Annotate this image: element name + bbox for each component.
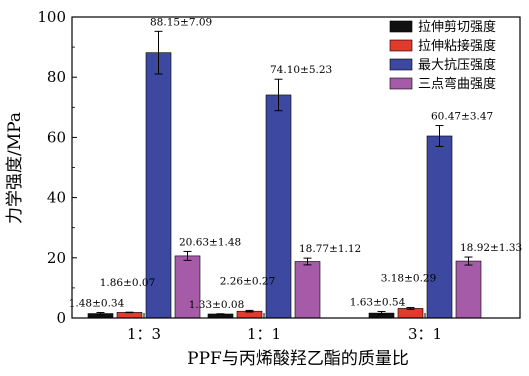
- legend-label: 最大抗压强度: [418, 57, 496, 73]
- y-tick-label: 40: [47, 189, 66, 207]
- bar: [426, 135, 453, 319]
- legend-label: 拉伸剪切强度: [418, 19, 496, 35]
- data-label: 18.77±1.12: [299, 243, 361, 255]
- x-axis-title: PPF与丙烯酸羟乙酯的质量比: [187, 349, 409, 369]
- data-label: 1.86±0.07: [100, 277, 156, 289]
- x-tick-label: 3：1: [408, 325, 442, 343]
- bar: [145, 52, 172, 319]
- data-label: 74.10±5.23: [270, 64, 332, 76]
- y-tick-label: 100: [37, 8, 66, 26]
- data-label: 1.48±0.34: [69, 298, 125, 310]
- data-labels-group: 1.48±0.34 1.33±0.08 1.63±0.54 1.86±0.07 2.26…: [69, 16, 523, 310]
- data-label: 60.47±3.47: [431, 111, 493, 123]
- legend-swatch: [389, 58, 413, 71]
- data-label: 20.63±1.48: [179, 236, 241, 248]
- legend-swatch: [389, 77, 413, 90]
- data-label: 88.15±7.09: [150, 16, 212, 28]
- legend-swatch: [389, 20, 413, 33]
- y-axis-title: 力学强度/MPa: [5, 112, 25, 224]
- bar: [294, 261, 321, 319]
- legend-label: 拉伸粘接强度: [418, 38, 496, 54]
- bars-group: [87, 30, 482, 319]
- x-tick-label: 1：1: [247, 325, 281, 343]
- bar: [116, 312, 143, 319]
- x-tick-label: 1：3: [127, 325, 161, 343]
- axes-group: 0 20 40 60 80 100 1：3 1：1 3：1: [37, 8, 521, 343]
- data-label: 1.33±0.08: [189, 299, 245, 311]
- bar: [455, 260, 482, 319]
- y-tick-label: 60: [47, 128, 66, 146]
- data-label: 1.63±0.54: [350, 296, 406, 308]
- data-label: 2.26±0.27: [220, 275, 276, 287]
- data-label: 3.18±0.29: [381, 273, 437, 285]
- legend-label: 三点弯曲强度: [418, 76, 496, 92]
- y-tick-label: 0: [56, 309, 66, 327]
- y-tick-label: 20: [47, 249, 66, 267]
- data-label: 18.92±1.33: [460, 242, 522, 254]
- y-tick-label: 80: [47, 68, 66, 86]
- bar: [265, 94, 292, 319]
- bar: [397, 308, 424, 319]
- legend-swatch: [389, 39, 413, 52]
- bar: [174, 255, 201, 319]
